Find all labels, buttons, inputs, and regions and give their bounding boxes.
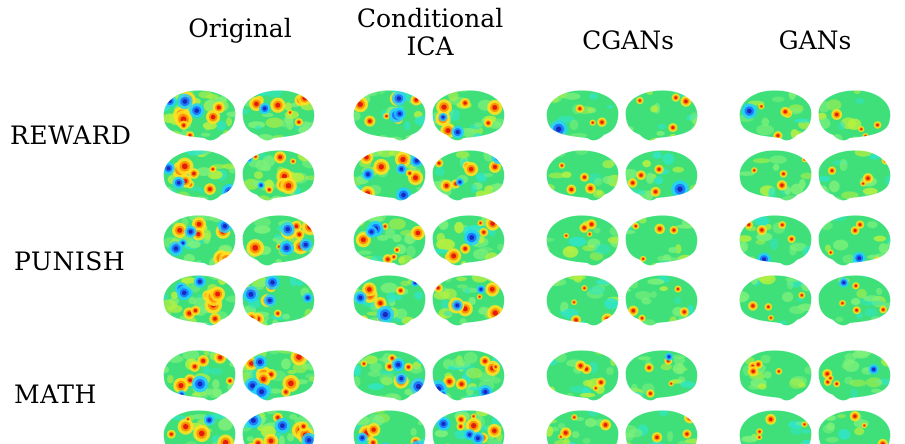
brain-map	[739, 275, 812, 326]
brain-map	[546, 150, 619, 201]
row-label-math: MATH	[14, 380, 97, 409]
brain-map	[353, 90, 426, 141]
brain-map	[818, 90, 891, 141]
brain-map	[739, 350, 812, 401]
brain-map	[432, 410, 505, 444]
brain-map	[625, 410, 698, 444]
brain-map	[242, 275, 315, 326]
brain-map	[432, 215, 505, 266]
brain-map	[546, 215, 619, 266]
brain-map	[163, 275, 236, 326]
row-label-reward: REWARD	[10, 121, 132, 150]
brain-map	[163, 90, 236, 141]
brain-map	[242, 410, 315, 444]
brain-map	[625, 350, 698, 401]
col-header-original: Original	[188, 14, 292, 43]
col-header-cgans: CGANs	[582, 26, 674, 55]
brain-map	[739, 90, 812, 141]
brain-map	[818, 350, 891, 401]
brain-map	[818, 275, 891, 326]
brain-map	[242, 350, 315, 401]
brain-map	[163, 350, 236, 401]
col-header-conditional-ica: Conditional ICA	[352, 5, 508, 61]
brain-map	[546, 350, 619, 401]
brain-map	[163, 410, 236, 444]
brain-map	[625, 150, 698, 201]
brain-map	[242, 215, 315, 266]
brain-map	[353, 275, 426, 326]
row-label-punish: PUNISH	[14, 247, 126, 276]
brain-map	[353, 410, 426, 444]
brain-map	[432, 350, 505, 401]
brain-map	[353, 350, 426, 401]
col-header-conditional-ica-text: Conditional ICA	[356, 4, 504, 61]
col-header-gans: GANs	[778, 26, 852, 55]
brain-map	[818, 410, 891, 444]
brain-map	[818, 150, 891, 201]
brain-map	[242, 90, 315, 141]
brain-map	[546, 410, 619, 444]
brain-map	[353, 150, 426, 201]
brain-map	[353, 215, 426, 266]
brain-map	[625, 215, 698, 266]
brain-map	[432, 275, 505, 326]
brain-map	[739, 410, 812, 444]
brain-map	[432, 90, 505, 141]
brain-map	[739, 215, 812, 266]
brain-map	[818, 215, 891, 266]
brain-map	[163, 215, 236, 266]
brain-map	[546, 275, 619, 326]
brain-map	[546, 90, 619, 141]
brain-map	[242, 150, 315, 201]
brain-map	[625, 275, 698, 326]
brain-map	[163, 150, 236, 201]
brain-map	[432, 150, 505, 201]
brain-map	[739, 150, 812, 201]
brain-map	[625, 90, 698, 141]
